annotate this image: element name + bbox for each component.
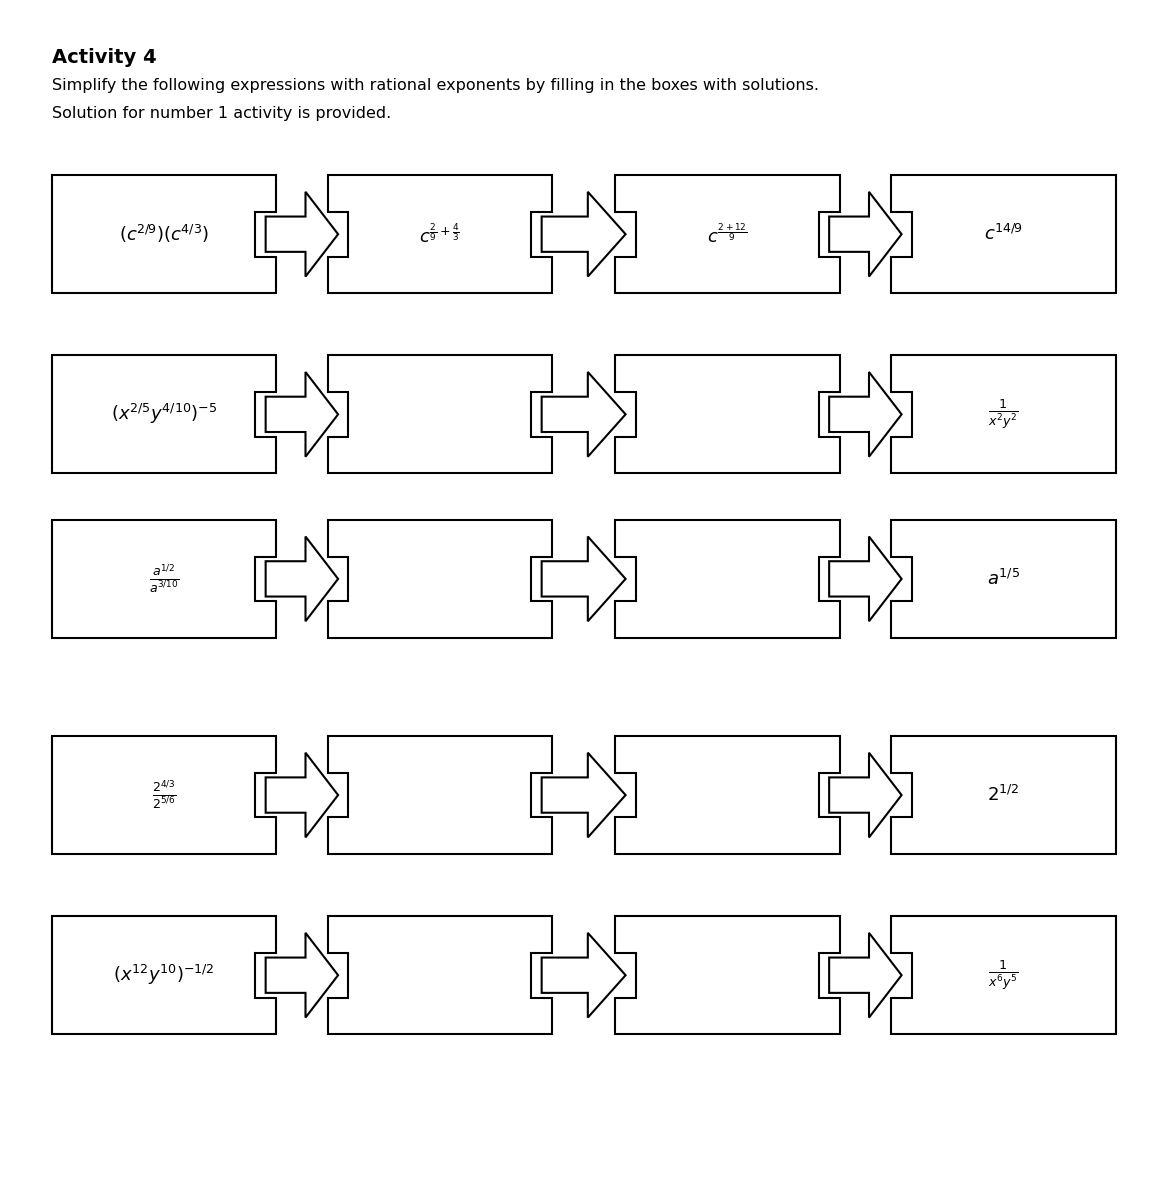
Polygon shape: [266, 933, 338, 1017]
Polygon shape: [891, 355, 1116, 473]
Polygon shape: [328, 520, 552, 638]
Text: $(x^{12}y^{10})^{-1/2}$: $(x^{12}y^{10})^{-1/2}$: [113, 963, 215, 987]
Polygon shape: [542, 753, 626, 837]
Text: $c^{\frac{2+12}{9}}$: $c^{\frac{2+12}{9}}$: [707, 222, 748, 246]
Text: $2^{1/2}$: $2^{1/2}$: [987, 785, 1020, 805]
Text: Activity 4: Activity 4: [52, 48, 156, 67]
Polygon shape: [829, 537, 902, 621]
Polygon shape: [266, 372, 338, 456]
Text: $\frac{2^{4/3}}{2^{5/6}}$: $\frac{2^{4/3}}{2^{5/6}}$: [152, 778, 176, 812]
Polygon shape: [328, 916, 552, 1034]
Polygon shape: [829, 192, 902, 276]
Polygon shape: [615, 736, 840, 854]
Polygon shape: [891, 916, 1116, 1034]
Polygon shape: [615, 520, 840, 638]
Polygon shape: [891, 175, 1116, 293]
Text: $\frac{1}{x^{6}y^{5}}$: $\frac{1}{x^{6}y^{5}}$: [988, 958, 1019, 992]
Polygon shape: [542, 537, 626, 621]
Polygon shape: [52, 736, 276, 854]
Polygon shape: [542, 372, 626, 456]
Text: Simplify the following expressions with rational exponents by filling in the box: Simplify the following expressions with …: [52, 78, 819, 92]
Polygon shape: [829, 933, 902, 1017]
Polygon shape: [52, 355, 276, 473]
Polygon shape: [891, 520, 1116, 638]
Polygon shape: [328, 355, 552, 473]
Polygon shape: [615, 355, 840, 473]
Polygon shape: [52, 520, 276, 638]
Text: $a^{1/5}$: $a^{1/5}$: [987, 569, 1020, 588]
Text: $\frac{1}{x^{2}y^{2}}$: $\frac{1}{x^{2}y^{2}}$: [988, 398, 1019, 431]
Text: $c^{\frac{2}{9}+\frac{4}{3}}$: $c^{\frac{2}{9}+\frac{4}{3}}$: [420, 222, 460, 246]
Polygon shape: [328, 175, 552, 293]
Text: $(x^{2/5}y^{4/10})^{-5}$: $(x^{2/5}y^{4/10})^{-5}$: [110, 402, 217, 426]
Polygon shape: [542, 192, 626, 276]
Polygon shape: [266, 192, 338, 276]
Polygon shape: [52, 916, 276, 1034]
Polygon shape: [891, 736, 1116, 854]
Text: $c^{14/9}$: $c^{14/9}$: [984, 225, 1022, 244]
Polygon shape: [615, 175, 840, 293]
Text: $(c^{2/9})(c^{4/3})$: $(c^{2/9})(c^{4/3})$: [118, 223, 209, 245]
Polygon shape: [328, 736, 552, 854]
Polygon shape: [829, 753, 902, 837]
Polygon shape: [52, 175, 276, 293]
Polygon shape: [266, 537, 338, 621]
Text: Solution for number 1 activity is provided.: Solution for number 1 activity is provid…: [52, 106, 391, 120]
Polygon shape: [542, 933, 626, 1017]
Polygon shape: [266, 753, 338, 837]
Polygon shape: [829, 372, 902, 456]
Polygon shape: [615, 916, 840, 1034]
Text: $\frac{a^{1/2}}{a^{3/10}}$: $\frac{a^{1/2}}{a^{3/10}}$: [148, 562, 179, 596]
